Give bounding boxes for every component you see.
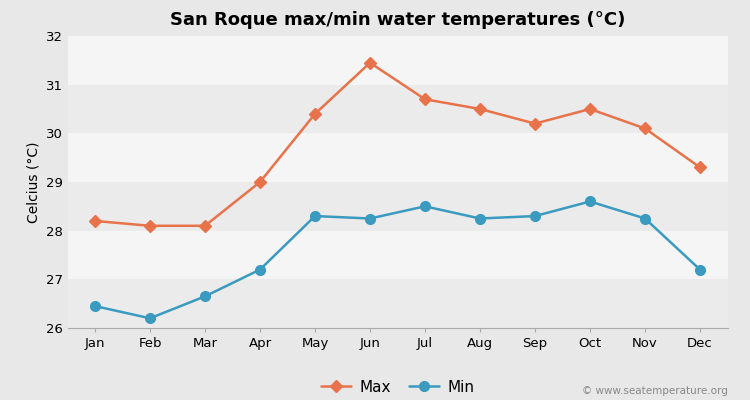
Bar (68, 279, 728, 328)
Min (476, 216, 484, 221)
Bar (68, 182, 728, 231)
Min (530, 214, 539, 218)
Max (640, 126, 650, 131)
Y-axis label: Celcius (°C): Celcius (°C) (26, 141, 40, 223)
Max (695, 165, 704, 170)
Min (586, 199, 595, 204)
Max (586, 106, 595, 111)
Max (365, 60, 374, 65)
Line: Min: Min (90, 197, 705, 323)
Max (421, 97, 430, 102)
Max (256, 180, 265, 184)
Max (146, 223, 154, 228)
Min (91, 304, 100, 308)
Min (695, 267, 704, 272)
Bar (68, 231, 728, 279)
Max (530, 121, 539, 126)
Bar (68, 85, 728, 133)
Text: © www.seatemperature.org: © www.seatemperature.org (582, 386, 728, 396)
Line: Max: Max (91, 58, 704, 230)
Min (146, 316, 154, 321)
Max (91, 218, 100, 223)
Min (640, 216, 650, 221)
Max (200, 223, 209, 228)
Min (421, 204, 430, 209)
Bar (68, 36, 728, 85)
Max (476, 106, 484, 111)
Min (310, 214, 320, 218)
Min (200, 294, 209, 299)
Min (365, 216, 374, 221)
Legend: Max, Min: Max, Min (315, 374, 480, 400)
Title: San Roque max/min water temperatures (°C): San Roque max/min water temperatures (°C… (170, 11, 626, 29)
Min (256, 267, 265, 272)
Max (310, 112, 320, 116)
Bar (68, 133, 728, 182)
